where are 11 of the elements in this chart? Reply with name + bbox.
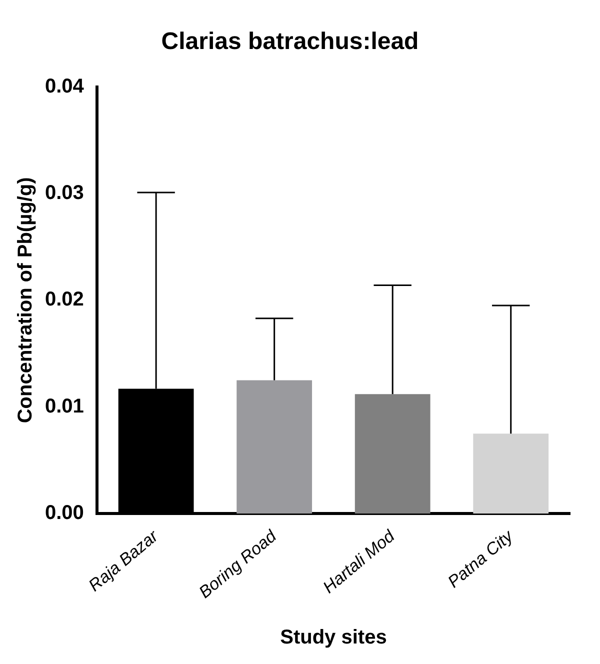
y-tick-label: 0.00 [44,502,84,524]
bar [354,394,430,514]
chart-title: Clarias batrachus:lead [161,28,419,56]
x-axis-title: Study sites [280,626,387,649]
bar [473,434,549,514]
y-tick-label: 0.03 [44,182,84,204]
y-tick-label: 0.04 [44,75,85,98]
y-tick-label: 0.01 [44,395,84,418]
bar [236,380,312,514]
y-tick-label: 0.02 [44,288,84,311]
y-axis-title: Concentration of Pb(µg/g) [14,177,37,424]
